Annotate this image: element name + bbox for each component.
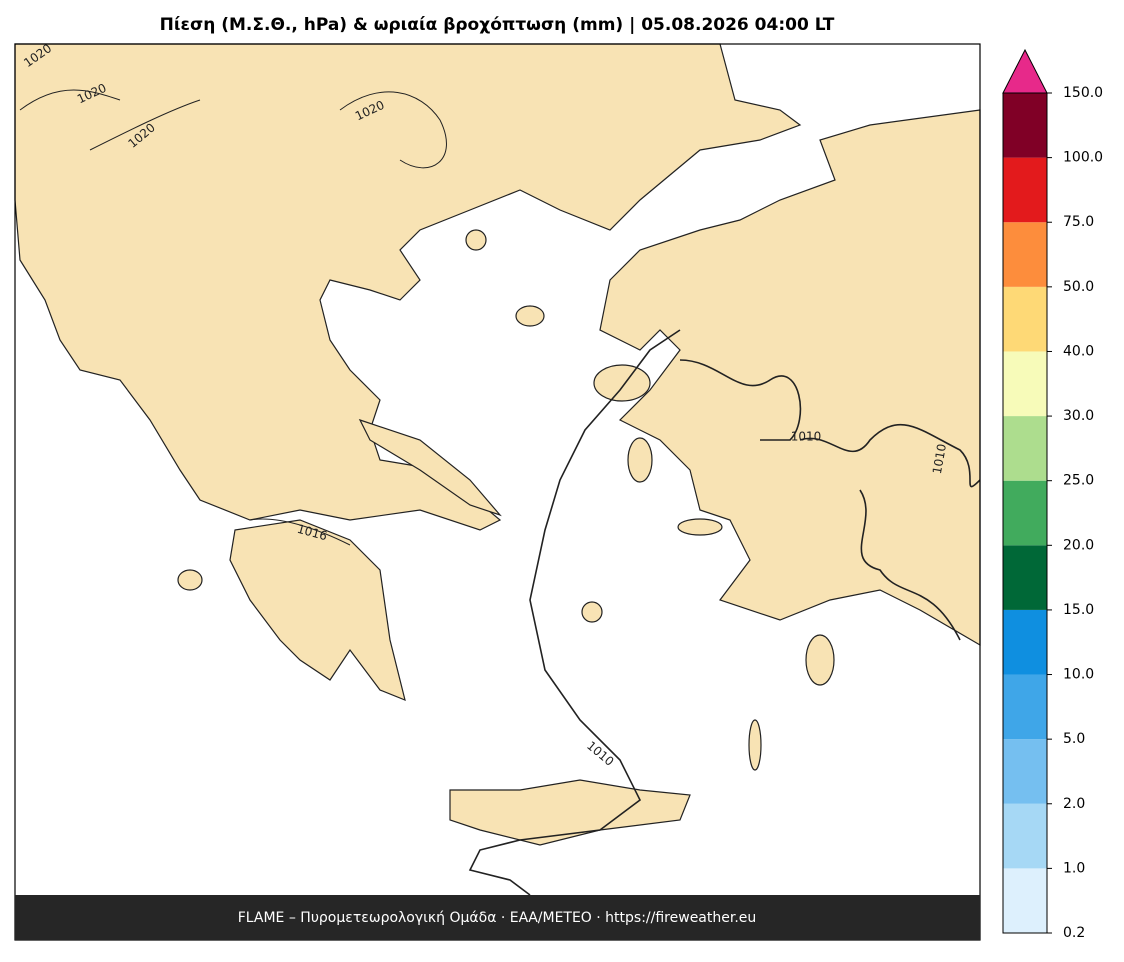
colorbar-tick-label: 2.0	[1063, 796, 1085, 812]
colorbar-segment	[1003, 674, 1047, 740]
colorbar-tick-label: 25.0	[1063, 473, 1094, 489]
colorbar-segment	[1003, 416, 1047, 481]
colorbar-tick-label: 5.0	[1063, 731, 1085, 747]
isobar	[19, 89, 447, 546]
island	[515, 305, 545, 327]
island	[677, 518, 723, 536]
colorbar-segment	[1003, 803, 1047, 869]
colorbar-segment	[1003, 286, 1047, 352]
map-title: Πίεση (Μ.Σ.Θ., hPa) & ωριαία βροχόπτωση …	[160, 15, 835, 35]
colorbar-tick-label: 150.0	[1063, 85, 1103, 101]
colorbar-tick-label: 50.0	[1063, 279, 1094, 295]
colorbar-tick-label: 20.0	[1063, 537, 1094, 553]
colorbar-segment	[1003, 222, 1047, 287]
colorbar-tick-label: 40.0	[1063, 343, 1094, 359]
colorbar-tick-label: 75.0	[1063, 214, 1094, 230]
island	[593, 364, 651, 402]
colorbar-frame	[1002, 92, 1048, 934]
island	[805, 634, 835, 686]
land-turkey	[599, 109, 981, 647]
footer-text: FLAME – Πυρομετεωρολογική Ομάδα · ΕΑΑ/ME…	[238, 910, 757, 926]
land-euboea	[358, 418, 502, 517]
contour-label: 1010	[930, 443, 949, 476]
colorbar-tick-label: 100.0	[1063, 150, 1103, 166]
colorbar-segment	[1003, 545, 1047, 610]
colorbar-segment	[1003, 739, 1047, 804]
isobar	[679, 359, 981, 641]
colorbar-tick-label: 1.0	[1063, 860, 1085, 876]
colorbar-tick-label: 15.0	[1063, 602, 1094, 618]
colorbar-segment	[1003, 93, 1047, 158]
colorbar-segment	[1003, 157, 1047, 223]
colorbar-tick-label: 0.2	[1063, 925, 1085, 941]
colorbar-segment	[1003, 609, 1047, 675]
colorbar-segment	[1003, 351, 1047, 417]
colorbar-tick-label: 30.0	[1063, 408, 1094, 424]
land-crete	[449, 779, 691, 846]
colorbar-segment	[1003, 480, 1047, 546]
island	[581, 601, 603, 623]
colorbar-extend	[1002, 48, 1048, 94]
colorbar-tick-label: 10.0	[1063, 667, 1094, 683]
island	[177, 569, 203, 591]
isobar	[468, 329, 681, 896]
map	[14, 43, 981, 940]
land-balkans	[14, 43, 802, 531]
island	[748, 719, 762, 771]
colorbar-segment	[1003, 868, 1047, 933]
contour-label: 1010	[791, 430, 822, 444]
island	[627, 437, 653, 483]
land-peloponnese	[229, 519, 406, 701]
island	[465, 229, 487, 251]
colorbar: 0.2 1.0 2.0 5.0 10.0 15.0 20.0 25.0 30.0 40.0 50.0…	[1002, 48, 1103, 941]
footer-bar	[15, 895, 980, 940]
